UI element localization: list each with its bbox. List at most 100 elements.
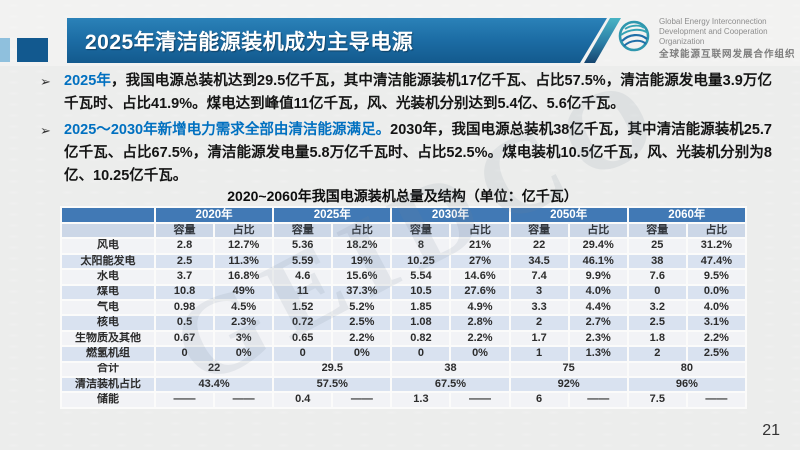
bullet-2-highlight: 2025～2030年新增电力需求全部由清洁能源满足。 <box>64 122 391 138</box>
table-cell: 4.5% <box>213 298 275 317</box>
table-cell: 0.5 <box>153 314 216 332</box>
accent-square-light <box>0 38 10 62</box>
table-cell: —— <box>567 391 629 409</box>
table-cell: 8 <box>390 237 452 255</box>
organization-name: Global Energy Interconnection Developmen… <box>659 17 800 61</box>
organization-logo: Global Energy Interconnection Developmen… <box>616 17 800 61</box>
table-row-coal: 煤电 10.8 49% 11 37.3% 10.5 27.6% 3 4.0% 0… <box>60 283 747 301</box>
table-cell: 27.6% <box>449 283 511 301</box>
page-number: 21 <box>762 422 780 439</box>
table-cell: —— <box>331 391 393 409</box>
table-cell: 14.6% <box>449 268 511 286</box>
table-cell: 21% <box>449 237 511 255</box>
table-cell: 9.5% <box>685 268 747 286</box>
row-label: 风电 <box>60 237 156 255</box>
table-cell: 0.82 <box>390 329 452 348</box>
table-cell: 0% <box>331 345 393 363</box>
table-corner-cell <box>60 206 156 224</box>
table-cell: 12.7% <box>213 237 275 255</box>
subheader-share: 占比 <box>213 221 275 240</box>
table-cell: 0.65 <box>272 329 334 348</box>
table-cell: 34.5 <box>508 252 570 271</box>
table-cell: 1.3 <box>390 391 452 409</box>
table-cell: 16.8% <box>213 268 275 286</box>
table-cell: 10.25 <box>390 252 452 271</box>
row-label: 核电 <box>60 314 156 332</box>
row-label: 生物质及其他 <box>60 329 156 348</box>
table-row-storage: 储能 —— —— 0.4 —— 1.3 —— 6 —— 7.5 —— <box>60 391 747 409</box>
table-subheader-row: 容量 占比 容量 占比 容量 占比 容量 占比 容量 占比 <box>60 221 747 240</box>
subheader-share: 占比 <box>567 221 629 240</box>
table-cell: 38 <box>626 252 688 271</box>
table-cell: 18.2% <box>331 237 393 255</box>
row-label: 合计 <box>60 360 156 378</box>
bullet-item-2: ➢ 2025～2030年新增电力需求全部由清洁能源满足。2030年，我国电源总装… <box>36 119 772 188</box>
table-cell: 0 <box>272 345 334 363</box>
row-label: 燃氢机组 <box>60 345 156 363</box>
table-cell: 49% <box>213 283 275 301</box>
title-bar: 2025年清洁能源装机成为主导电源 <box>67 18 607 63</box>
accent-square-dark <box>17 38 48 62</box>
table-row-gas: 气电 0.98 4.5% 1.52 5.2% 1.85 4.9% 3.3 4.4… <box>60 298 747 317</box>
table-cell: 2 <box>508 314 570 332</box>
bullet-arrow-icon: ➢ <box>40 123 51 138</box>
table-year-header-row: 2020年 2025年 2030年 2050年 2060年 <box>60 206 747 224</box>
table-cell: 5.36 <box>272 237 334 255</box>
table-cell: 2.5% <box>331 314 393 332</box>
year-header: 2020年 <box>153 206 275 224</box>
table-cell: 4.6 <box>272 268 334 286</box>
slide-title: 2025年清洁能源装机成为主导电源 <box>85 30 414 54</box>
table-cell: 0 <box>626 283 688 301</box>
table-cell: 2.3% <box>213 314 275 332</box>
table-cell: 9.9% <box>567 268 629 286</box>
table-cell: 5.59 <box>272 252 334 271</box>
table-row-hydrogen: 燃氢机组 0 0% 0 0% 0 0% 1 1.3% 2 2.5% <box>60 345 747 363</box>
table-cell: —— <box>685 391 747 409</box>
table-cell: 10.5 <box>390 283 452 301</box>
table-cell: 0.98 <box>153 298 216 317</box>
bullet-arrow-icon: ➢ <box>40 74 51 89</box>
table-cell: —— <box>213 391 275 409</box>
table-row-biomass: 生物质及其他 0.67 3% 0.65 2.2% 0.82 2.2% 1.7 2… <box>60 329 747 348</box>
table-row-total: 合计 22 29.5 38 75 80 <box>60 360 747 378</box>
table-cell: 1.85 <box>390 298 452 317</box>
table-cell: 11.3% <box>213 252 275 271</box>
year-header: 2030年 <box>390 206 511 224</box>
subheader-share: 占比 <box>685 221 747 240</box>
table-cell: 4.9% <box>449 298 511 317</box>
table-cell: 2.5% <box>685 345 747 363</box>
table-cell: 2.5 <box>153 252 216 271</box>
row-label: 太阳能发电 <box>60 252 156 271</box>
capacity-table-container: 2020年 2025年 2030年 2050年 2060年 容量 占比 容量 占… <box>60 206 747 409</box>
table-cell: 19% <box>331 252 393 271</box>
table-cell: 5.2% <box>331 298 393 317</box>
year-header: 2025年 <box>272 206 393 224</box>
table-row-clean-share: 清洁装机占比 43.4% 57.5% 67.5% 92% 96% <box>60 375 747 394</box>
org-name-zh: 全球能源互联网发展合作组织 <box>659 49 796 60</box>
table-cell: 6 <box>508 391 570 409</box>
table-cell: 29.4% <box>567 237 629 255</box>
table-cell: 27% <box>449 252 511 271</box>
table-cell: 0.0% <box>685 283 747 301</box>
table-cell: 3 <box>508 283 570 301</box>
subheader-capacity: 容量 <box>153 221 216 240</box>
bullet-1-body: ，我国电源总装机达到29.5亿千瓦，其中清洁能源装机17亿千瓦、占比57.5%，… <box>64 73 772 112</box>
bullet-text-2: 2025～2030年新增电力需求全部由清洁能源满足。2030年，我国电源总装机3… <box>64 119 772 188</box>
table-cell: 7.5 <box>626 391 688 409</box>
table-cell: 5.54 <box>390 268 452 286</box>
table-cell: 2.3% <box>567 329 629 348</box>
table-cell: 0% <box>449 345 511 363</box>
table-cell: 15.6% <box>331 268 393 286</box>
table-cell: 22 <box>153 360 275 378</box>
table-cell: 25 <box>626 237 688 255</box>
bullet-2-body: 2030年，我国电源总装机38亿千瓦，其中清洁能源装机25.7亿千瓦、占比67.… <box>64 122 772 184</box>
bullet-list: ➢ 2025年，我国电源总装机达到29.5亿千瓦，其中清洁能源装机17亿千瓦、占… <box>36 70 772 191</box>
table-cell: —— <box>153 391 216 409</box>
bullet-text-1: 2025年，我国电源总装机达到29.5亿千瓦，其中清洁能源装机17亿千瓦、占比5… <box>64 70 772 116</box>
table-title: 2020~2060年我国电源装机总量及结构（单位：亿千瓦） <box>227 188 578 204</box>
subheader-share: 占比 <box>331 221 393 240</box>
capacity-table: 2020年 2025年 2030年 2050年 2060年 容量 占比 容量 占… <box>60 206 747 409</box>
table-row-wind: 风电 2.8 12.7% 5.36 18.2% 8 21% 22 29.4% 2… <box>60 237 747 255</box>
table-cell: 3.2 <box>626 298 688 317</box>
